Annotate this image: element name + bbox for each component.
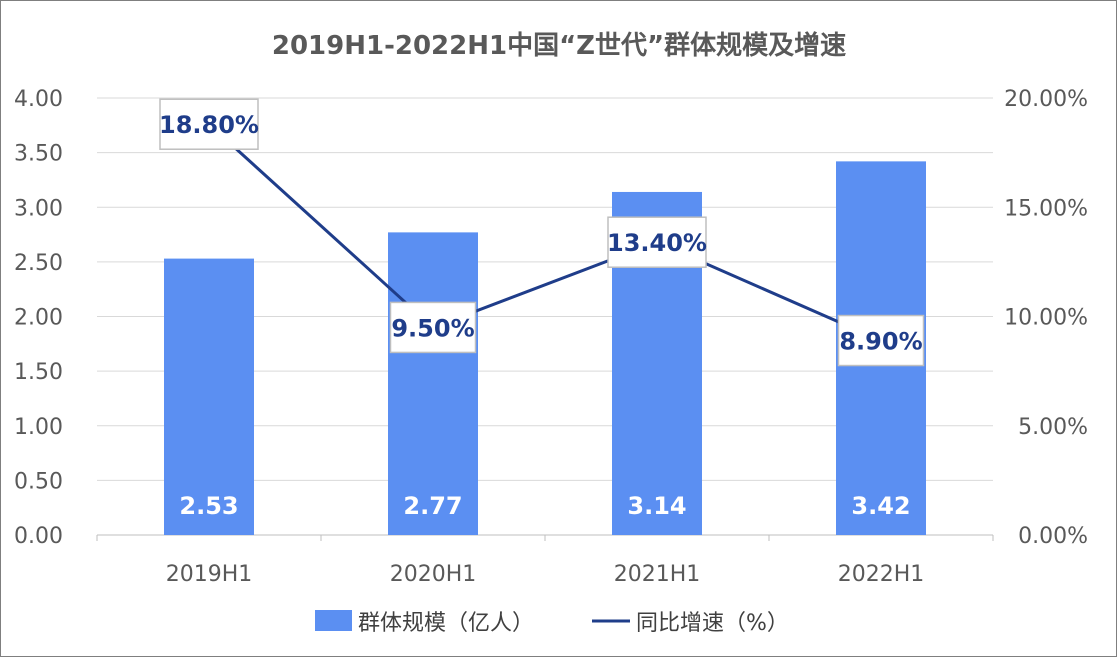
- left-tick-label: 3.50: [14, 142, 63, 167]
- line-series: [207, 122, 883, 343]
- legend: 群体规模（亿人） 同比增速（%）: [315, 610, 789, 636]
- category-axis-labels: 2019H1 2020H1 2021H1 2022H1: [166, 562, 925, 587]
- category-label: 2019H1: [166, 562, 253, 587]
- right-tick-label: 15.00%: [1004, 196, 1088, 221]
- legend-bar-swatch: [315, 610, 352, 631]
- line-value-label: 13.40%: [607, 216, 707, 268]
- left-tick-label: 2.50: [14, 251, 63, 276]
- left-tick-label: 1.00: [14, 415, 63, 440]
- bar-value-label: 2.77: [403, 492, 462, 520]
- line-label-box: [389, 301, 477, 354]
- line-label-text: 9.50%: [391, 314, 474, 342]
- line-label-box: [159, 98, 259, 150]
- right-axis-ticks: 0.00% 5.00% 10.00% 15.00% 20.00%: [1004, 87, 1088, 549]
- right-tick-label: 5.00%: [1018, 415, 1088, 440]
- bar: [388, 232, 478, 535]
- line-data-labels: 18.80% 9.50% 13.40% 8.90%: [159, 98, 925, 367]
- legend-line-label: 同比增速（%）: [636, 611, 789, 636]
- line-label-box: [607, 216, 707, 268]
- right-tick-label: 20.00%: [1004, 87, 1088, 112]
- bar-data-labels: 2.53 2.77 3.14 3.42: [179, 492, 910, 520]
- legend-bar-label: 群体规模（亿人）: [358, 611, 534, 636]
- left-tick-label: 0.50: [14, 469, 63, 494]
- bar: [164, 258, 254, 535]
- bar-value-label: 2.53: [179, 492, 238, 520]
- left-tick-label: 2.00: [14, 306, 63, 331]
- line-value-label: 18.80%: [159, 98, 259, 150]
- line-value-label: 8.90%: [837, 314, 925, 367]
- category-label: 2022H1: [838, 562, 925, 587]
- chart-title: 2019H1-2022H1中国“Z世代”群体规模及增速: [272, 30, 846, 61]
- growth-line: [207, 123, 882, 342]
- bar-value-label: 3.42: [851, 492, 910, 520]
- right-tick-label: 0.00%: [1018, 524, 1088, 549]
- category-label: 2021H1: [614, 562, 701, 587]
- line-label-text: 18.80%: [159, 111, 259, 139]
- left-axis-ticks: 0.00 0.50 1.00 1.50 2.00 2.50 3.00 3.50 4.00: [14, 87, 63, 549]
- line-label-text: 8.90%: [839, 328, 922, 356]
- right-tick-label: 10.00%: [1004, 306, 1088, 331]
- line-label-text: 13.40%: [607, 229, 707, 257]
- category-label: 2020H1: [390, 562, 477, 587]
- left-tick-label: 4.00: [14, 87, 63, 112]
- left-tick-label: 3.00: [14, 196, 63, 221]
- left-tick-label: 1.50: [14, 360, 63, 385]
- line-label-box: [837, 314, 925, 367]
- line-value-label: 9.50%: [389, 301, 477, 354]
- left-tick-label: 0.00: [14, 524, 63, 549]
- bar-series: [164, 161, 926, 536]
- bar-value-label: 3.14: [627, 492, 686, 520]
